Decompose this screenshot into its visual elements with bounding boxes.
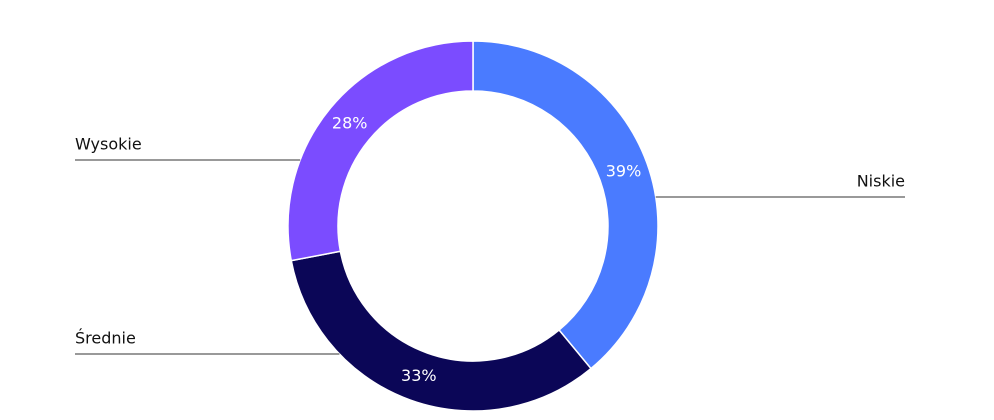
category-label: Wysokie bbox=[75, 135, 142, 154]
donut-segment bbox=[472, 40, 659, 370]
category-label: Niskie bbox=[857, 172, 905, 191]
donut-segment bbox=[290, 250, 592, 412]
data-label: 39% bbox=[606, 161, 642, 180]
data-label: 28% bbox=[332, 114, 368, 133]
data-label: 33% bbox=[401, 366, 437, 385]
donut-segment bbox=[287, 40, 474, 262]
category-label: Średnie bbox=[75, 329, 136, 348]
